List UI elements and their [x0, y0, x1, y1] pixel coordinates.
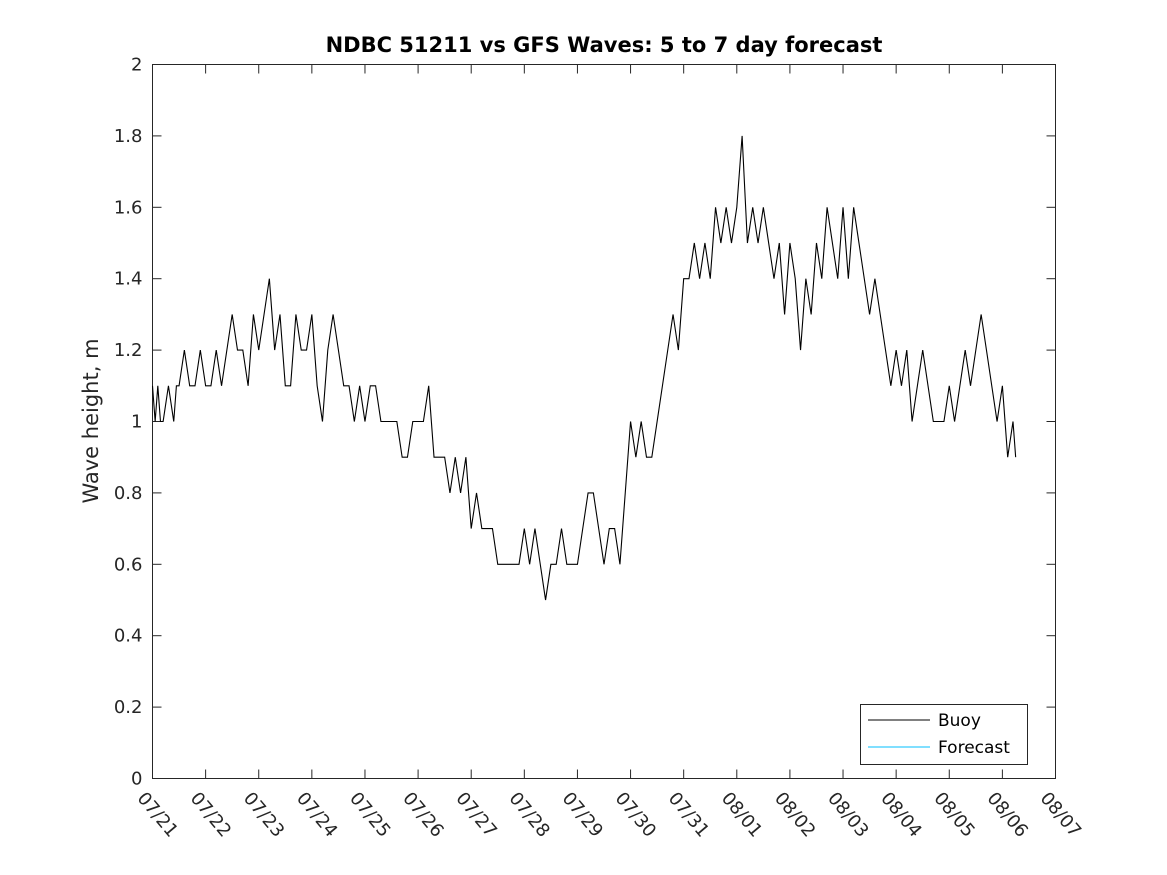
series-line-buoy	[151, 135, 1017, 601]
legend: Buoy Forecast	[860, 704, 1028, 765]
plot-area	[152, 64, 1056, 779]
y-tick-label: 0.8	[114, 483, 143, 504]
y-tick-label: 1.6	[114, 197, 143, 218]
y-tick-label: 0	[131, 769, 142, 790]
legend-label-buoy: Buoy	[938, 711, 981, 731]
y-tick-label: 1.4	[114, 269, 143, 290]
y-tick-label: 1	[131, 412, 142, 433]
y-axis-label: Wave height, m	[79, 338, 103, 503]
y-tick-label: 1.2	[114, 340, 143, 361]
y-axis: 0 0.2 0.4 0.6 0.8 1 1.2 1.4 1.6 1.8 2	[114, 55, 1056, 790]
legend-box	[860, 704, 1028, 765]
chart-title: NDBC 51211 vs GFS Waves: 5 to 7 day fore…	[326, 33, 883, 57]
y-tick-label: 0.4	[114, 626, 143, 647]
y-tick-label: 2	[131, 55, 142, 76]
y-tick-label: 0.6	[114, 554, 143, 575]
y-tick-label: 0.2	[114, 697, 143, 718]
y-tick-label: 1.8	[114, 126, 143, 147]
legend-label-forecast: Forecast	[938, 738, 1010, 758]
series-layer	[151, 135, 1017, 601]
